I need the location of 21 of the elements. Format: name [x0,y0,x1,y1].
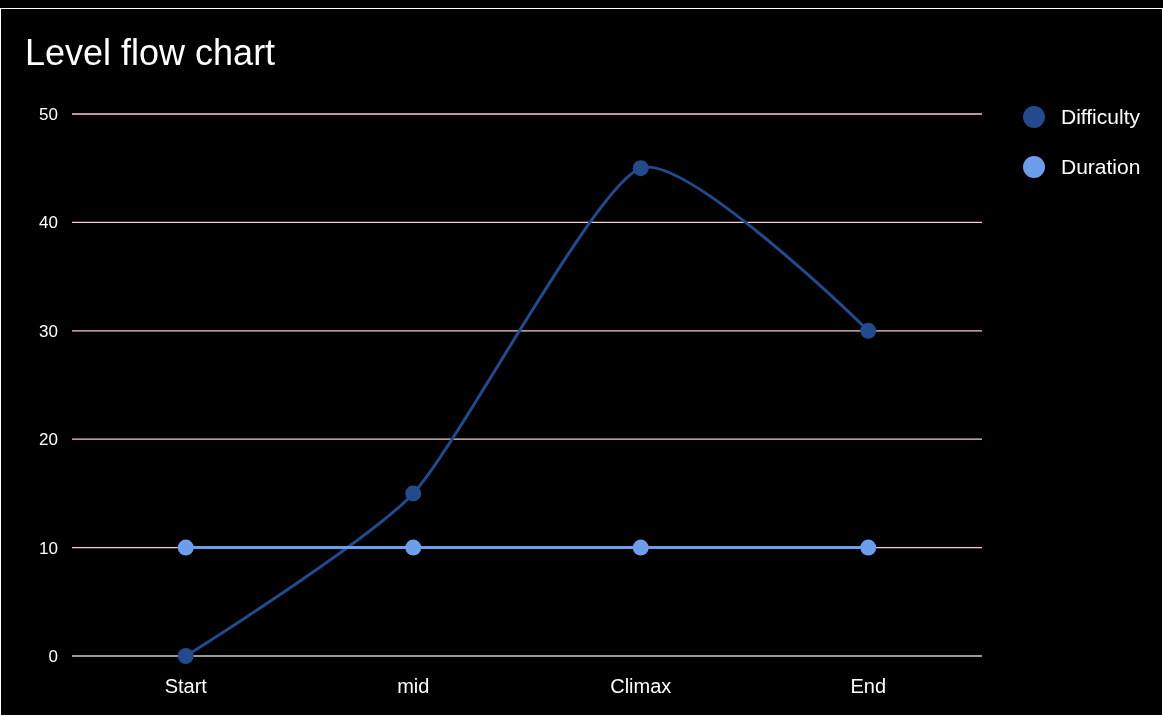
legend-label: Duration [1061,155,1141,179]
x-tick-label: Start [164,675,208,697]
point [177,539,194,556]
y-tick-label: 10 [39,538,58,558]
point [860,539,877,556]
y-tick-label: 0 [48,646,58,666]
legend-label: Difficulty [1061,105,1141,129]
y-tick-label: 30 [39,321,58,341]
x-tick-label: End [850,675,887,697]
y-tick-label: 40 [39,213,58,233]
point [405,539,422,556]
x-tick-label: Climax [610,675,672,697]
chart-title: Level flow chart [25,32,276,73]
point [405,485,422,502]
point [860,322,877,339]
point [632,539,649,556]
y-tick-label: 50 [39,104,58,124]
y-tick-label: 20 [39,430,58,450]
point [632,160,649,177]
point [177,648,194,664]
x-tick-label: mid [397,675,430,697]
